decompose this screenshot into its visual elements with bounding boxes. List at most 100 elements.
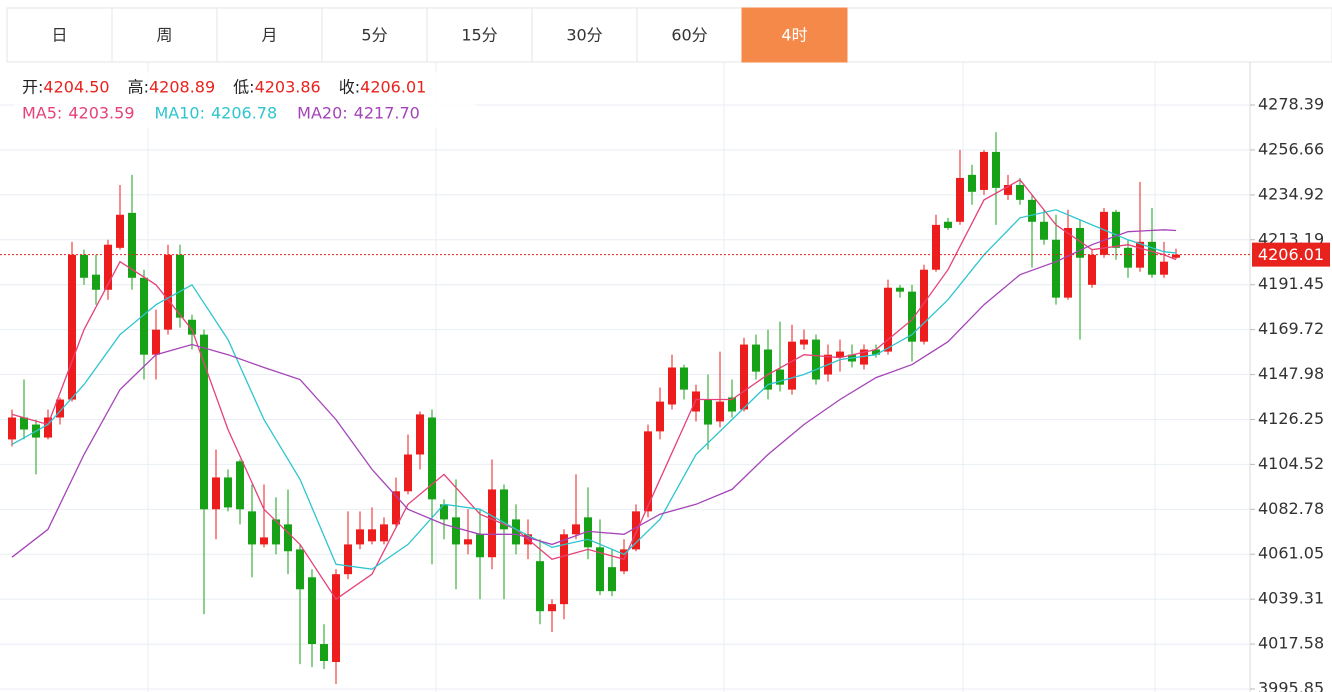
- y-tick-label: 4126.25: [1258, 409, 1324, 428]
- candle-body: [1100, 211, 1108, 255]
- candle-body: [224, 477, 232, 508]
- tab-label[interactable]: 30分: [566, 26, 602, 45]
- candle-body: [1028, 199, 1036, 222]
- tab-label[interactable]: 5分: [361, 26, 387, 45]
- candle-body: [668, 367, 676, 405]
- candle-body: [236, 461, 244, 510]
- candle-body: [800, 339, 808, 345]
- candle-body: [608, 567, 616, 592]
- candle-body: [1124, 247, 1132, 268]
- tab-label[interactable]: 15分: [461, 26, 497, 45]
- candle-body: [140, 277, 148, 355]
- tab-label[interactable]: 日: [51, 26, 67, 45]
- last-price-box: [1252, 242, 1330, 267]
- candle-body: [644, 431, 652, 512]
- candle-body: [1172, 254, 1180, 258]
- candle-body: [320, 644, 328, 661]
- candle-body: [488, 489, 496, 558]
- y-tick-label: 4234.92: [1258, 184, 1324, 203]
- candle-body: [8, 417, 16, 440]
- legend-name: MA5:: [22, 104, 62, 123]
- tab[interactable]: [426, 7, 533, 63]
- candle-body: [884, 287, 892, 352]
- candle-body: [584, 517, 592, 548]
- tab-label[interactable]: 周: [156, 26, 172, 45]
- candle-body: [1064, 227, 1072, 298]
- candle-body: [296, 549, 304, 590]
- y-tick-label: 4191.45: [1258, 274, 1324, 293]
- y-tick-label: 4082.78: [1258, 499, 1324, 518]
- candle-body: [476, 534, 484, 558]
- tab[interactable]: [531, 7, 638, 63]
- candle-body: [212, 477, 220, 510]
- candle-body: [788, 341, 796, 390]
- candle-body: [416, 414, 424, 455]
- candle-body: [368, 529, 376, 542]
- legend-name: MA10:: [155, 104, 206, 123]
- candle-body: [260, 537, 268, 545]
- candle-body: [920, 269, 928, 342]
- candle-body: [716, 401, 724, 422]
- tab-label[interactable]: 60分: [671, 26, 707, 45]
- ma-line: [11, 178, 1177, 601]
- y-tick-label: 4147.98: [1258, 364, 1324, 383]
- ohlc-value: 4203.86: [255, 78, 321, 97]
- candle-body: [380, 524, 388, 542]
- ma-line: [11, 229, 1177, 558]
- ohlc-value: 4204.50: [43, 78, 109, 97]
- candle-body: [872, 349, 880, 355]
- candle-body: [404, 454, 412, 492]
- candle-body: [704, 399, 712, 425]
- candle-body: [860, 349, 868, 365]
- candle-body: [284, 524, 292, 552]
- y-tick-label: 4256.66: [1258, 139, 1324, 158]
- tab[interactable]: [321, 7, 428, 63]
- candle-body: [512, 519, 520, 545]
- tab[interactable]: [636, 7, 743, 63]
- candle-body: [896, 287, 904, 292]
- ohlc-value: 4206.01: [360, 78, 426, 97]
- ohlc-value: 4208.89: [149, 78, 215, 97]
- candle-body: [764, 349, 772, 390]
- legend-bg: [14, 72, 476, 128]
- tab[interactable]: [216, 7, 323, 63]
- candle-body: [1004, 184, 1012, 195]
- y-tick-label: 4061.05: [1258, 544, 1324, 563]
- candle-body: [1148, 241, 1156, 275]
- candle-body: [44, 417, 52, 438]
- candle-body: [1112, 211, 1120, 248]
- legend-value: 4203.59: [68, 104, 134, 123]
- tab[interactable]: [111, 7, 218, 63]
- candle-body: [908, 291, 916, 342]
- candle-body: [332, 574, 340, 663]
- tab-label[interactable]: 4时: [781, 26, 807, 45]
- candle-body: [992, 151, 1000, 188]
- candle-body: [128, 212, 136, 278]
- candle-body: [500, 489, 508, 530]
- candle-body: [56, 399, 64, 418]
- candle-body: [812, 339, 820, 380]
- candle-body: [1076, 227, 1084, 258]
- candle-body: [1160, 261, 1168, 275]
- candle-body: [248, 511, 256, 545]
- y-tick-label: 4278.39: [1258, 95, 1324, 114]
- tab-label[interactable]: 月: [261, 26, 277, 45]
- ohlc-label: 低:: [233, 78, 254, 97]
- candle-body: [200, 334, 208, 510]
- tab[interactable]: [741, 7, 848, 63]
- candle-body: [92, 274, 100, 290]
- candle-body: [1088, 254, 1096, 285]
- y-tick-label: 4039.31: [1258, 589, 1324, 608]
- ohlc-label: 高:: [128, 78, 149, 97]
- candle-body: [176, 254, 184, 318]
- ohlc-label: 收:: [339, 78, 360, 97]
- candle-body: [728, 397, 736, 412]
- candle-body: [944, 221, 952, 228]
- candle-body: [344, 544, 352, 575]
- candle-body: [776, 369, 784, 385]
- candle-body: [752, 344, 760, 372]
- ohlc-label: 开:: [22, 78, 43, 97]
- candle-body: [692, 391, 700, 412]
